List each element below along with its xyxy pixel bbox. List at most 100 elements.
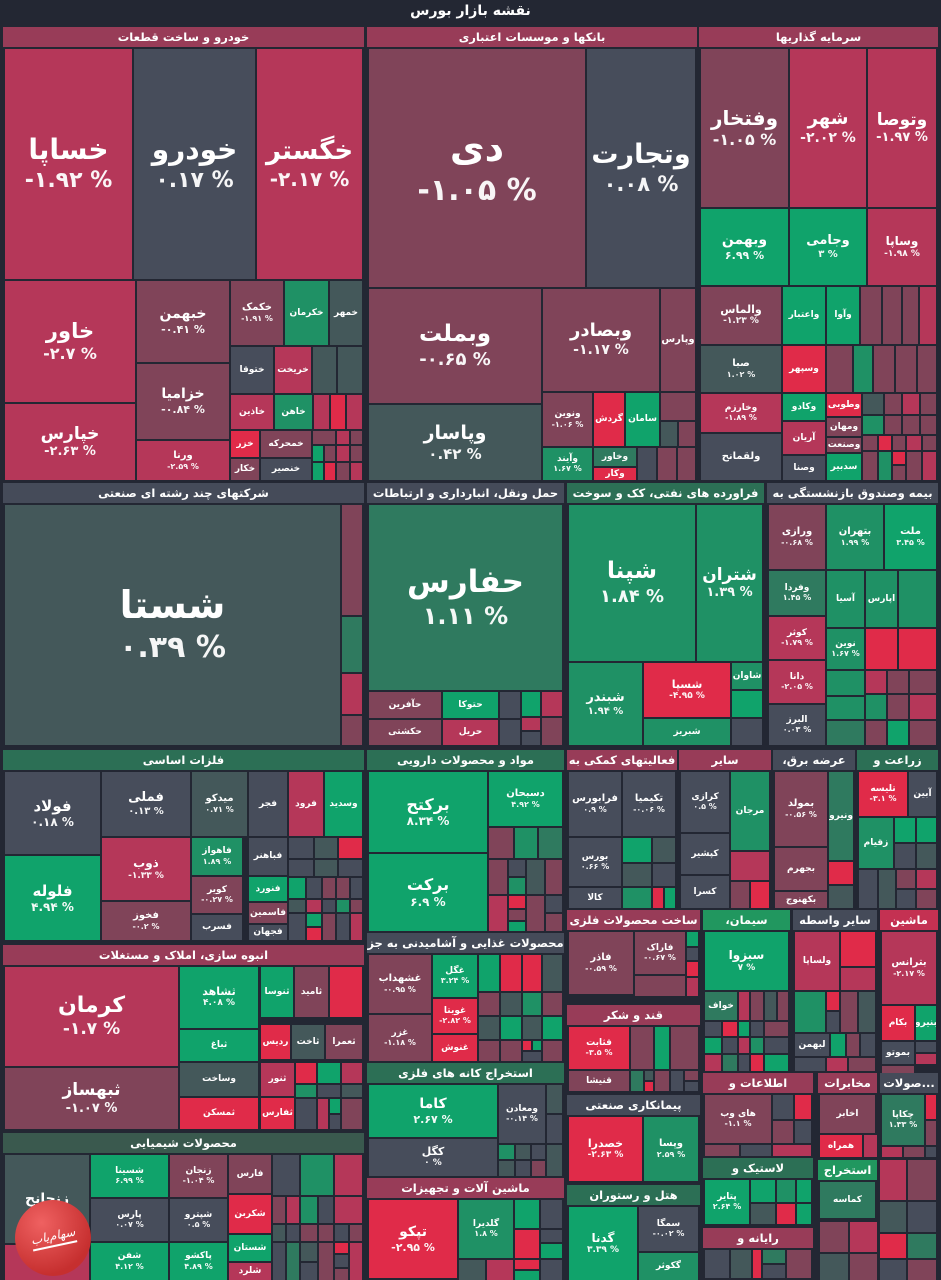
tile-small[interactable] [861, 1034, 875, 1056]
tile-چکاپا[interactable]: چکاپا ۱.۳۳ % [882, 1095, 924, 1145]
tile-small[interactable] [523, 1052, 541, 1061]
tile-شبریز[interactable]: شبریز [644, 719, 730, 745]
tile-small[interactable] [820, 1222, 848, 1252]
tile-small[interactable] [635, 976, 685, 996]
tile-small[interactable] [827, 1012, 839, 1032]
tile-small[interactable] [315, 838, 337, 858]
tile-small[interactable] [541, 1244, 562, 1258]
tile-حآفرین[interactable]: حآفرین [369, 692, 441, 718]
tile-small[interactable] [501, 1017, 521, 1039]
tile-small[interactable] [543, 1017, 562, 1039]
tile-small[interactable] [910, 695, 936, 719]
tile-small[interactable] [351, 878, 362, 898]
tile-small[interactable] [323, 914, 335, 940]
tile-وسپهر[interactable]: وسپهر [783, 346, 825, 392]
tile-small[interactable] [522, 732, 540, 745]
tile-small[interactable] [885, 416, 901, 434]
tile-وتوصا[interactable]: وتوصا -۱.۹۷ % [868, 49, 936, 207]
tile-small[interactable] [623, 864, 651, 886]
tile-small[interactable] [351, 431, 362, 444]
tile-small[interactable] [296, 1063, 316, 1083]
tile-small[interactable] [516, 1145, 530, 1159]
tile-small[interactable] [765, 1055, 788, 1071]
tile-سبزوا[interactable]: سبزوا ۷ % [705, 932, 788, 990]
tile-small[interactable] [903, 394, 919, 414]
tile-بترانس[interactable]: بترانس -۲.۱۷ % [882, 932, 936, 1004]
tile-small[interactable] [705, 1022, 721, 1036]
tile-قثابت[interactable]: قثابت -۳.۵ % [569, 1027, 629, 1069]
tile-small[interactable] [342, 716, 362, 745]
tile-small[interactable] [523, 1041, 531, 1050]
tile-small[interactable] [487, 1260, 513, 1280]
tile-small[interactable] [335, 1255, 348, 1267]
tile-small[interactable] [342, 505, 362, 615]
tile-small[interactable] [751, 1038, 763, 1053]
tile-وبملت[interactable]: وبملت -۰.۶۵ % [369, 289, 541, 403]
tile-small[interactable] [315, 860, 337, 876]
tile-وتجارت[interactable]: وتجارت ۰.۰۸ % [587, 49, 695, 287]
tile-small[interactable] [863, 436, 877, 450]
tile-برکت[interactable]: برکت ۶.۹ % [369, 854, 487, 931]
tile-small[interactable] [705, 1038, 721, 1053]
tile-small[interactable] [880, 1260, 906, 1280]
tile-ملت[interactable]: ملت ۳.۴۵ % [885, 505, 936, 569]
tile-small[interactable] [500, 720, 520, 745]
tile-small[interactable] [307, 900, 321, 912]
tile-فملی[interactable]: فملی ۰.۱۳ % [102, 772, 190, 836]
tile-small[interactable] [917, 818, 936, 842]
tile-زقیام[interactable]: زقیام [859, 818, 893, 868]
tile-small[interactable] [653, 888, 663, 908]
tile-بمولد[interactable]: بمولد -۰.۵۶ % [775, 772, 827, 846]
tile-small[interactable] [751, 1022, 763, 1036]
tile-small[interactable] [687, 962, 698, 976]
tile-small[interactable] [827, 346, 852, 392]
tile-small[interactable] [509, 860, 525, 876]
tile-خودرو[interactable]: خودرو ۰.۱۷ % [134, 49, 255, 279]
tile-صبا[interactable]: صبا ۱.۰۲ % [701, 346, 781, 392]
tile-small[interactable] [723, 1038, 737, 1053]
tile-small[interactable] [287, 1243, 299, 1280]
tile-غگل[interactable]: غگل ۳.۲۴ % [433, 955, 477, 997]
tile-small[interactable] [319, 1197, 333, 1223]
tile-small[interactable] [337, 431, 349, 444]
tile-بورس[interactable]: بورس ۰.۶۶ % [569, 838, 621, 886]
tile-small[interactable] [741, 1145, 771, 1156]
tile-small[interactable] [841, 968, 875, 990]
tile-small[interactable] [337, 914, 349, 940]
tile-small[interactable] [903, 287, 918, 344]
tile-فجهان[interactable]: فجهان [249, 925, 287, 940]
tile-small[interactable] [904, 1147, 924, 1157]
tile-small[interactable] [342, 674, 362, 714]
tile-small[interactable] [687, 978, 698, 996]
tile-small[interactable] [516, 1161, 530, 1176]
tile-small[interactable] [917, 890, 936, 908]
tile-small[interactable] [849, 1058, 875, 1071]
tile-small[interactable] [339, 860, 362, 876]
tile-small[interactable] [342, 1063, 362, 1083]
tile-small[interactable] [897, 890, 915, 908]
tile-small[interactable] [827, 992, 839, 1010]
tile-small[interactable] [751, 1204, 775, 1224]
tile-small[interactable] [655, 1027, 669, 1069]
tile-small[interactable] [323, 878, 335, 898]
tile-small[interactable] [739, 1055, 749, 1071]
tile-small[interactable] [330, 1115, 340, 1129]
tile-small[interactable] [739, 992, 749, 1020]
tile-فسرب[interactable]: فسرب [192, 915, 242, 940]
tile-small[interactable] [854, 346, 872, 392]
tile-فلوله[interactable]: فلوله ۴.۹۴ % [5, 856, 100, 940]
tile-خمهر[interactable]: خمهر [330, 281, 362, 345]
tile-small[interactable] [731, 882, 749, 908]
tile-واعتبار[interactable]: واعتبار [783, 287, 825, 344]
tile-small[interactable] [314, 395, 329, 429]
tile-نوین[interactable]: نوین ۱.۶۷ % [827, 629, 864, 669]
tile-small[interactable] [527, 896, 544, 931]
tile-خکار[interactable]: خکار [231, 459, 259, 480]
tile-small[interactable] [631, 1071, 643, 1091]
tile-small[interactable] [797, 1204, 811, 1224]
tile-small[interactable] [318, 1085, 340, 1097]
tile-وصنا[interactable]: وصنا [783, 456, 825, 480]
tile-small[interactable] [287, 1225, 299, 1241]
tile-شکربن[interactable]: شکربن [229, 1195, 271, 1233]
tile-small[interactable] [330, 967, 362, 1017]
